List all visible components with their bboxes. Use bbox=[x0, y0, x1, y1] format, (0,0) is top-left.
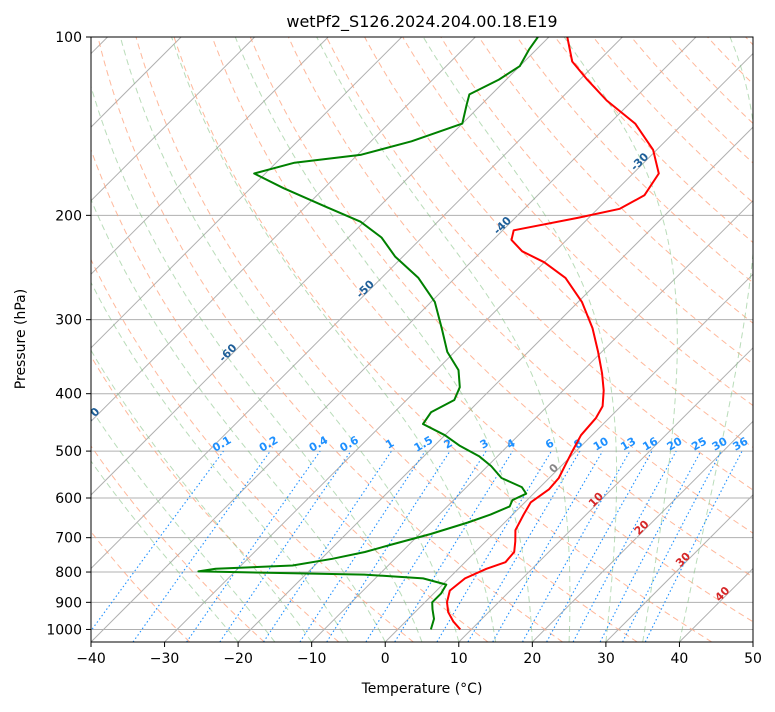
y-tick-label: 100 bbox=[55, 30, 82, 46]
x-tick-label: 40 bbox=[671, 651, 689, 667]
x-tick-label: 0 bbox=[381, 651, 390, 667]
chart-title: wetPf2_S126.2024.204.00.18.E19 bbox=[286, 12, 557, 32]
y-tick-label: 800 bbox=[55, 565, 82, 581]
y-tick-label: 1000 bbox=[46, 622, 82, 638]
x-tick-label: 50 bbox=[744, 651, 762, 667]
x-tick-label: −10 bbox=[297, 651, 327, 667]
x-tick-label: −20 bbox=[223, 651, 253, 667]
y-tick-label: 700 bbox=[55, 531, 82, 547]
y-tick-label: 600 bbox=[55, 491, 82, 507]
x-tick-label: 30 bbox=[597, 651, 615, 667]
y-tick-label: 900 bbox=[55, 595, 82, 611]
y-tick-label: 300 bbox=[55, 313, 82, 329]
x-tick-label: 10 bbox=[450, 651, 468, 667]
y-tick-label: 200 bbox=[55, 208, 82, 224]
y-axis-label: Pressure (hPa) bbox=[13, 289, 29, 389]
y-tick-label: 500 bbox=[55, 444, 82, 460]
x-tick-label: 20 bbox=[523, 651, 541, 667]
x-axis-label: Temperature (°C) bbox=[361, 681, 483, 697]
x-tick-label: −30 bbox=[150, 651, 180, 667]
x-tick-label: −40 bbox=[76, 651, 106, 667]
y-tick-label: 400 bbox=[55, 387, 82, 403]
